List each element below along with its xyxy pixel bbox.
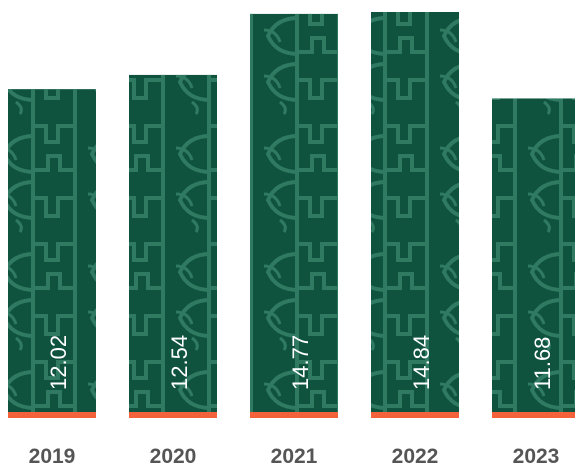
- x-tick-label-2019: 2019: [29, 445, 76, 468]
- x-tick-label-2021: 2021: [271, 445, 318, 468]
- bar-pattern-2023: [492, 98, 575, 413]
- bar-baseline-accent-2021: [250, 412, 338, 418]
- value-label-2022: 14.84: [409, 335, 434, 390]
- bar-baseline-accent-2020: [129, 412, 217, 418]
- bar-baseline-accent-2019: [8, 412, 96, 418]
- value-label-2020: 12.54: [167, 335, 192, 390]
- value-label-2019: 12.02: [46, 335, 71, 390]
- bar-baseline-accent-2023: [492, 412, 575, 418]
- bar-pattern-2022: [371, 12, 459, 412]
- value-label-2023: 11.68: [530, 337, 555, 390]
- bar-pattern-2019: [8, 89, 96, 412]
- x-tick-label-2020: 2020: [150, 445, 197, 468]
- bar-pattern-2021: [250, 13, 338, 412]
- bar-pattern-2020: [129, 74, 217, 412]
- x-tick-label-2023: 2023: [513, 445, 560, 468]
- x-tick-label-2022: 2022: [392, 445, 439, 468]
- bar-baseline-accent-2022: [371, 412, 459, 418]
- value-label-2021: 14.77: [288, 335, 313, 390]
